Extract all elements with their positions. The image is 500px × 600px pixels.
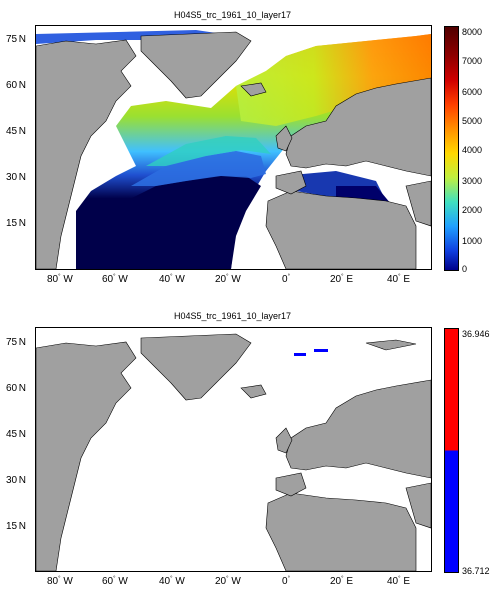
top-colorbar-tick-3000: 3000 <box>462 176 483 186</box>
top-lat-label-30: 30 N <box>6 172 27 183</box>
top-land <box>36 31 431 269</box>
top-colorbar-tick-5000: 5000 <box>462 116 483 126</box>
bottom-lat-label-45: 45 N <box>6 429 27 440</box>
top-lon-label-40w: 40° W <box>159 274 185 285</box>
top-lon-label-60w: 60° W <box>102 274 128 285</box>
top-colorbar-tick-4000: 4000 <box>462 145 483 155</box>
bottom-lat-label-60: 60 N <box>6 383 27 394</box>
bottom-lat-label-75: 75 N <box>6 337 27 348</box>
top-lon-label-40e: 40° E <box>387 274 410 285</box>
top-lat-label-45: 45 N <box>6 126 27 137</box>
top-lon-label-20w: 20° W <box>215 274 241 285</box>
bottom-map-canvas <box>36 333 431 571</box>
bottom-lon-label-0: 0° <box>282 576 290 587</box>
bottom-lat-label-30: 30 N <box>6 475 27 486</box>
bottom-field-cells <box>294 349 328 356</box>
top-colorbar-tick-7000: 7000 <box>462 56 483 66</box>
top-colorbar-tick-8000: 8000 <box>462 27 483 37</box>
top-colorbar-tick-0: 0 <box>462 264 468 274</box>
top-lat-label-60: 60 N <box>6 80 27 91</box>
top-lon-label-0: 0° <box>282 274 290 285</box>
top-lon-label-80w: 80° W <box>47 274 73 285</box>
bottom-colorbar <box>444 328 459 573</box>
bottom-lat-label-15: 15 N <box>6 521 27 532</box>
top-colorbar-tick-1000: 1000 <box>462 236 483 246</box>
top-map-title: H04S5_trc_1961_10_layer17 <box>173 10 292 20</box>
tracer-field <box>36 30 431 269</box>
top-colorbar-tick-6000: 6000 <box>462 87 483 97</box>
top-map-canvas <box>36 30 431 269</box>
bottom-colorbar-tick-min: 36.712 <box>462 566 490 576</box>
bottom-lon-label-40e: 40° E <box>387 576 410 587</box>
bottom-map-title: H04S5_trc_1961_10_layer17 <box>173 311 292 321</box>
top-lon-label-20e: 20° E <box>330 274 353 285</box>
bottom-lon-label-60w: 60° W <box>102 576 128 587</box>
top-lat-label-75: 75 N <box>6 34 27 45</box>
top-map <box>35 25 432 270</box>
bottom-lon-label-40w: 40° W <box>159 576 185 587</box>
bottom-lon-label-80w: 80° W <box>47 576 73 587</box>
top-lat-label-15: 15 N <box>6 218 27 229</box>
bottom-map <box>35 327 432 572</box>
top-colorbar <box>444 26 459 271</box>
bottom-lon-label-20e: 20° E <box>330 576 353 587</box>
top-colorbar-tick-2000: 2000 <box>462 205 483 215</box>
bottom-colorbar-tick-max: 36.946 <box>462 329 490 339</box>
bottom-land <box>36 333 431 571</box>
bottom-lon-label-20w: 20° W <box>215 576 241 587</box>
